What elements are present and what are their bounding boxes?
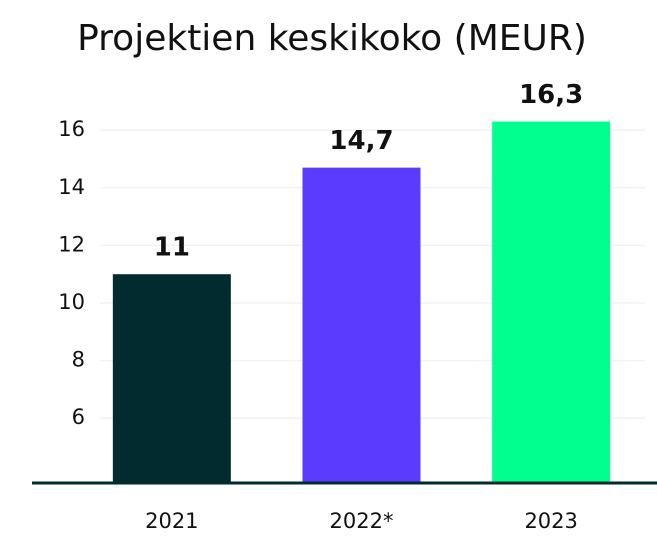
y-tick-label: 10 (58, 290, 85, 314)
y-tick-label: 12 (58, 232, 85, 256)
x-tick-label: 2023 (524, 509, 577, 533)
y-tick-label: 8 (72, 348, 85, 372)
bar (112, 274, 231, 483)
y-tick-label: 6 (72, 405, 85, 429)
value-label: 14,7 (329, 126, 393, 156)
x-tick-label: 2021 (145, 509, 198, 533)
y-tick-label: 14 (58, 175, 85, 199)
chart-title: Projektien keskikoko (MEUR) (77, 18, 587, 59)
x-tick-label: 2022* (330, 509, 394, 533)
bar (302, 167, 421, 483)
value-label: 16,3 (519, 80, 583, 110)
y-tick-label: 16 (58, 117, 85, 141)
bar (492, 121, 611, 483)
value-label: 11 (154, 233, 190, 263)
